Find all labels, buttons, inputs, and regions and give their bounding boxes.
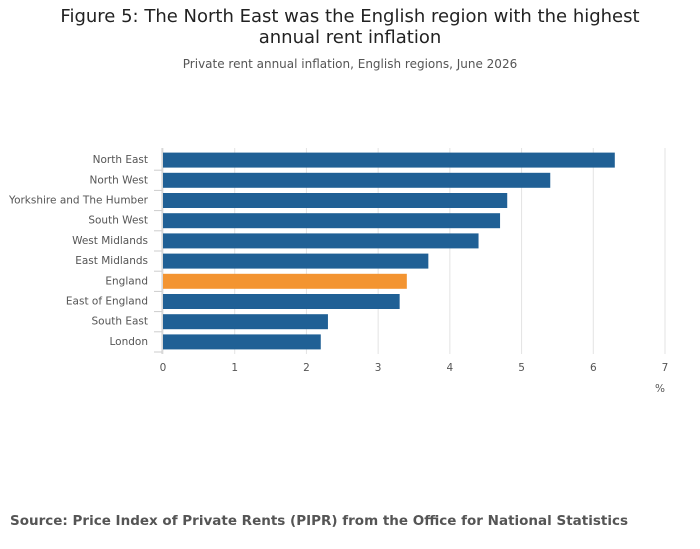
y-tick-label: England bbox=[105, 275, 148, 287]
y-tick-label: London bbox=[110, 336, 149, 348]
y-tick-label: East of England bbox=[66, 296, 148, 308]
source-note: Source: Price Index of Private Rents (PI… bbox=[10, 513, 628, 529]
x-tick-label: 3 bbox=[375, 362, 382, 374]
x-tick-label: 7 bbox=[662, 362, 669, 374]
bar bbox=[163, 213, 501, 229]
y-tick-label: West Midlands bbox=[72, 235, 148, 247]
y-tick-label: North East bbox=[93, 154, 148, 166]
bar bbox=[163, 334, 321, 350]
bar bbox=[163, 273, 407, 289]
bar bbox=[163, 152, 615, 168]
chart-title: Figure 5: The North East was the English… bbox=[60, 6, 640, 48]
x-axis-label: % bbox=[655, 383, 665, 395]
y-tick-label: South West bbox=[88, 215, 148, 227]
bar bbox=[163, 172, 551, 188]
y-tick-label: East Midlands bbox=[75, 255, 148, 267]
y-tick-label: North West bbox=[89, 174, 148, 186]
bar bbox=[163, 294, 400, 309]
x-tick-label: 2 bbox=[303, 362, 310, 374]
x-tick-label: 4 bbox=[447, 362, 454, 374]
x-tick-label: 1 bbox=[231, 362, 238, 374]
y-tick-label: South East bbox=[91, 316, 148, 328]
x-tick-label: 0 bbox=[160, 362, 167, 374]
bar bbox=[163, 253, 429, 269]
chart-subtitle: Private rent annual inflation, English r… bbox=[182, 57, 518, 71]
x-tick-label: 6 bbox=[590, 362, 597, 374]
x-tick-label: 5 bbox=[518, 362, 525, 374]
bar bbox=[163, 314, 328, 330]
bar bbox=[163, 233, 479, 249]
y-tick-label: Yorkshire and The Humber bbox=[8, 195, 149, 207]
bar bbox=[163, 193, 508, 208]
